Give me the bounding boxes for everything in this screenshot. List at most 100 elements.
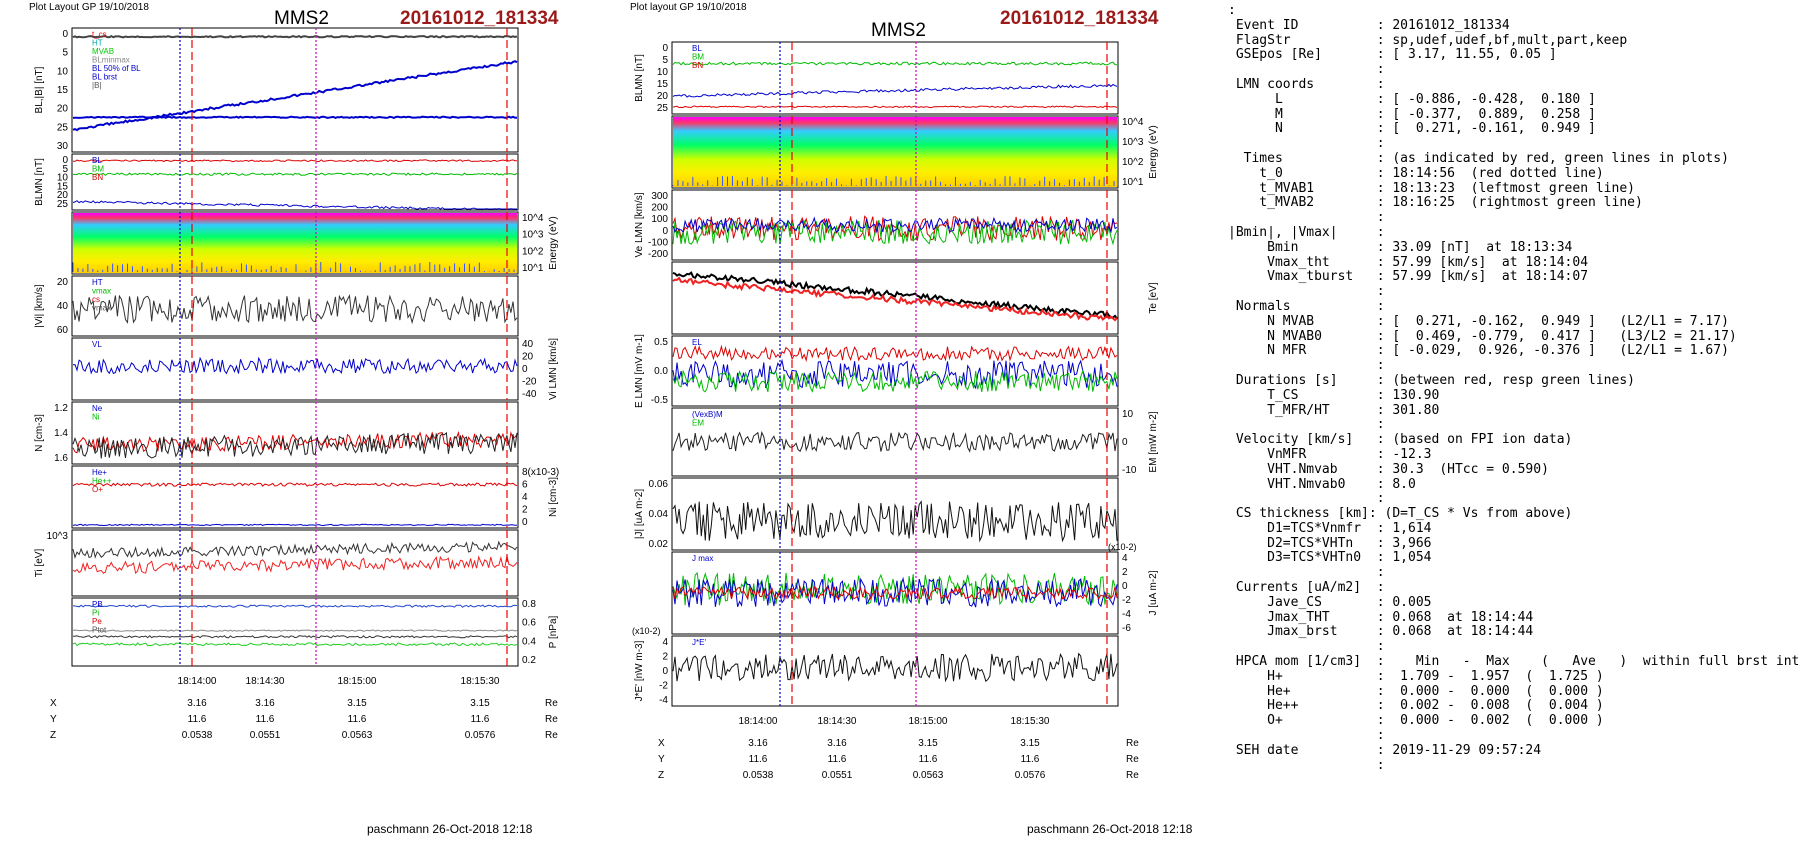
y-tick-label: -0.5 bbox=[651, 395, 669, 406]
y-axis-label: E LMN [mV m-1] bbox=[634, 334, 645, 408]
x-tick-label: 18:15:00 bbox=[338, 676, 377, 687]
y-tick-label: 2 bbox=[522, 505, 528, 516]
y-tick-label: 0.0 bbox=[654, 366, 668, 377]
y-tick-label: 4 bbox=[1122, 553, 1128, 564]
summary-line: Durations [s] : (between red, resp green… bbox=[1228, 372, 1635, 388]
summary-line: Vmax_tburst : 57.99 [km/s] at 18:14:07 bbox=[1228, 269, 1589, 285]
y-tick-label: -2 bbox=[1122, 595, 1131, 606]
summary-line: : bbox=[1228, 136, 1385, 152]
summary-line: D1=TCS*Vnmfr : 1,614 bbox=[1228, 520, 1432, 536]
y-tick-label: 10^1 bbox=[522, 263, 544, 274]
series-line bbox=[672, 500, 1118, 543]
series-line bbox=[672, 216, 1118, 234]
panel-0: 0 5 10 15 20 25 30 BL,|B| [nT] t_csHTMVABBLminma… bbox=[34, 27, 519, 153]
summary-line: N : [ 0.271, -0.161, 0.949 ] bbox=[1228, 121, 1596, 137]
y-tick-label: 10^1 bbox=[1122, 177, 1144, 188]
y-tick-label: 5 bbox=[62, 164, 68, 175]
summary-line: SEH date : 2019-11-29 09:57:24 bbox=[1228, 742, 1542, 758]
y-tick-label: 300 bbox=[651, 191, 668, 202]
x-tick-label: 18:14:00 bbox=[178, 676, 217, 687]
panel-frame bbox=[71, 211, 519, 275]
summary-line: N MFR : [ -0.029, 0.926, -0.376 ] (L2/L1… bbox=[1228, 343, 1729, 359]
position-unit: Re bbox=[1126, 770, 1139, 781]
panel-frame bbox=[71, 27, 519, 153]
position-unit: Re bbox=[1126, 738, 1139, 749]
position-unit: Re bbox=[545, 698, 558, 709]
position-value: 11.6 bbox=[749, 754, 768, 765]
legend-entry: BL 50% of BL bbox=[92, 64, 141, 73]
panel-frame bbox=[671, 261, 1119, 335]
y-axis-label: BLMN [nT] bbox=[634, 54, 645, 102]
summary-line: : bbox=[1228, 284, 1385, 300]
y-tick-label: 0 bbox=[1122, 581, 1128, 592]
summary-line: Times : (as indicated by red, green line… bbox=[1228, 150, 1729, 166]
position-row-label: X bbox=[50, 698, 57, 709]
summary-line: GSEpos [Re] : [ 3.17, 11.55, 0.05 ] bbox=[1228, 47, 1557, 63]
y-axis-label: BLMN [nT] bbox=[34, 158, 45, 206]
legend-entry: BM bbox=[92, 165, 104, 174]
position-value: 0.0551 bbox=[822, 770, 853, 781]
y-tick-label: 0.4 bbox=[522, 636, 536, 647]
y-scale-label: (x10-2) bbox=[632, 626, 661, 636]
y-tick-label: 0.02 bbox=[649, 539, 669, 550]
position-value: 0.0538 bbox=[182, 730, 213, 741]
series-line bbox=[72, 635, 518, 639]
spectrogram bbox=[73, 213, 517, 273]
left-footer: paschmann 26-Oct-2018 12:18 bbox=[367, 822, 533, 836]
position-value: 11.6 bbox=[828, 754, 847, 765]
event-summary: : Event ID : 20161012_181334 FlagStr : s… bbox=[1228, 3, 1799, 794]
panel-frame bbox=[71, 465, 519, 529]
position-value: 0.0576 bbox=[465, 730, 496, 741]
position-value: 0.0576 bbox=[1015, 770, 1046, 781]
summary-line: L : [ -0.886, -0.428, 0.180 ] bbox=[1228, 91, 1596, 107]
panel-5: 10 0 -10 EM [mW m-2] (VexB)MEM bbox=[671, 407, 1159, 477]
y-tick-label: 25 bbox=[657, 103, 669, 114]
position-value: 3.15 bbox=[918, 738, 938, 749]
x-tick-label: 18:14:00 bbox=[739, 716, 778, 727]
y-tick-label: 20 bbox=[57, 190, 69, 201]
series-line bbox=[672, 358, 1118, 390]
summary-line: Jmax_THT : 0.068 at 18:14:44 bbox=[1228, 609, 1534, 625]
position-row-label: Y bbox=[50, 714, 57, 725]
position-row-label: X bbox=[658, 738, 665, 749]
y-tick-label: 0.6 bbox=[522, 618, 536, 629]
panel-frame bbox=[671, 551, 1119, 635]
y-tick-label: 2 bbox=[1122, 567, 1128, 578]
panel-8: 4 2 0 -2 -4 J*E' [nW m-3] (x10-2) J*E' bbox=[632, 626, 1119, 707]
y-tick-label: 0.5 bbox=[654, 337, 668, 348]
series-line bbox=[72, 159, 517, 163]
summary-line: T_MFR/HT : 301.80 bbox=[1228, 402, 1440, 418]
y-tick-label: 10 bbox=[1122, 409, 1134, 420]
summary-line: : bbox=[1228, 639, 1385, 655]
panel-4: 0.5 0.0 -0.5 E LMN [mV m-1] EL bbox=[634, 334, 1119, 408]
y-tick-label: 10^3 bbox=[47, 531, 69, 542]
position-value: 3.16 bbox=[187, 698, 207, 709]
series-line bbox=[672, 83, 1118, 98]
y-axis-label: P [nPa] bbox=[548, 615, 559, 648]
legend-entry: Pi bbox=[92, 609, 99, 618]
series-line bbox=[72, 604, 518, 608]
y-tick-label: 8(x10-3) bbox=[522, 467, 559, 478]
y-tick-label: 0.2 bbox=[522, 655, 536, 666]
panel-frame bbox=[71, 153, 519, 211]
y-tick-label: 200 bbox=[651, 203, 668, 214]
left-event: 20161012_181334 bbox=[400, 8, 559, 29]
series-line bbox=[672, 271, 1118, 320]
panel-7: 10^3Ti [eV] bbox=[34, 529, 519, 597]
position-row-label: Z bbox=[50, 730, 56, 741]
y-tick-label: 5 bbox=[662, 55, 668, 66]
legend-entry: EL bbox=[692, 338, 702, 347]
legend-entry: BLminmax bbox=[92, 56, 130, 65]
y-axis-label: J [uA m-2] bbox=[1148, 570, 1159, 615]
y-tick-label: 10^4 bbox=[1122, 117, 1144, 128]
y-tick-label: 1.4 bbox=[54, 428, 68, 439]
panel-frame bbox=[71, 529, 519, 597]
series-line bbox=[72, 60, 518, 132]
y-tick-label: 0 bbox=[662, 666, 668, 677]
y-tick-label: 0.04 bbox=[649, 509, 669, 520]
legend-entry: Pe bbox=[92, 617, 102, 626]
panel-6: 8(x10-3) 64 20 Ni [cm-3] He+He++O+ bbox=[71, 465, 559, 529]
